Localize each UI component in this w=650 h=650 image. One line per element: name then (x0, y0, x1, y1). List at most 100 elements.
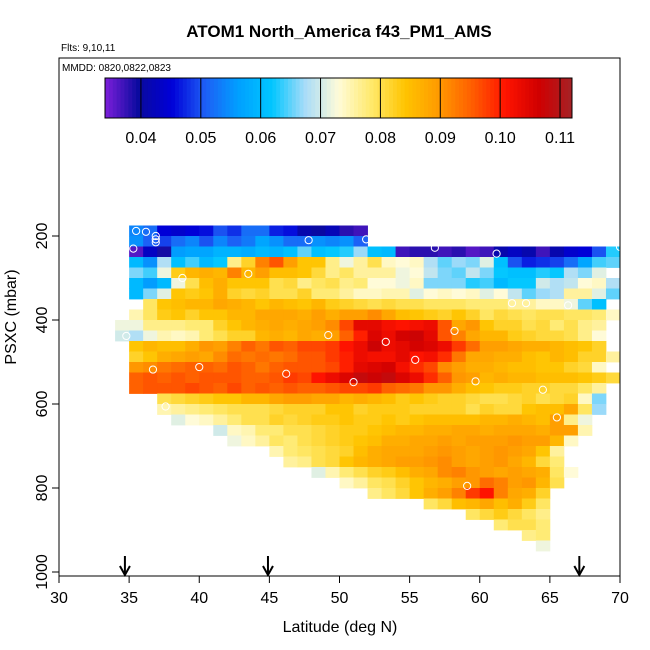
heatmap-cell (563, 267, 579, 279)
heatmap-cell (507, 435, 523, 447)
flights-label: Flts: 9,10,11 (61, 43, 116, 54)
colorbar-segment (408, 78, 413, 118)
heatmap-cell (381, 372, 396, 384)
y-tick-label: 400 (34, 307, 51, 334)
heatmap-cell (129, 278, 144, 289)
heatmap-cell (465, 425, 481, 436)
heatmap-cell (395, 477, 411, 489)
heatmap-cell (297, 456, 312, 468)
heatmap-cell (199, 309, 214, 321)
heatmap-cell (521, 456, 537, 468)
colorbar-segment (463, 78, 468, 118)
colorbar-segment (284, 78, 289, 118)
heatmap-cell (325, 393, 340, 405)
heatmap-cell (367, 288, 382, 300)
heatmap-cell (507, 477, 523, 489)
heatmap-cell (563, 383, 579, 394)
heatmap-cell (451, 498, 467, 510)
x-tick-label: 45 (260, 590, 278, 607)
heatmap-cell (367, 372, 382, 384)
heatmap-cell (325, 278, 340, 289)
sample-circle (349, 378, 358, 387)
heatmap-cell (143, 320, 158, 331)
y-tick-label: 800 (34, 475, 51, 502)
x-tick-label: 60 (471, 590, 489, 607)
heatmap-cell (437, 414, 453, 426)
heatmap-cell (465, 372, 481, 384)
heatmap-cell (297, 309, 312, 321)
colorbar-segment (311, 78, 316, 118)
heatmap-cell (199, 341, 214, 352)
heatmap-cell (409, 288, 425, 300)
heatmap-cell (241, 236, 256, 247)
heatmap-cell (563, 330, 579, 342)
heatmap-cell (521, 498, 537, 510)
heatmap-cell (423, 257, 439, 268)
heatmap-cell (577, 404, 593, 415)
heatmap-cell (339, 320, 354, 331)
heatmap-cell (255, 236, 270, 247)
dates-label: MMDD: 0820,0822,0823 (62, 63, 171, 74)
heatmap-cell (521, 246, 537, 258)
heatmap-cell (353, 467, 368, 478)
heatmap-cell (451, 299, 467, 310)
heatmap-cell (451, 288, 467, 300)
heatmap-cell (129, 320, 144, 331)
heatmap-cell (339, 383, 354, 394)
heatmap-cell (157, 330, 172, 342)
heatmap-cell (549, 393, 565, 405)
heatmap-cell (157, 383, 172, 394)
heatmap-cell (563, 278, 579, 289)
heatmap-cell (549, 456, 565, 468)
heatmap-cell (227, 330, 242, 342)
heatmap-cell (409, 383, 425, 394)
heatmap-cell (367, 257, 382, 268)
heatmap-cell (227, 309, 242, 321)
x-tick-label: 65 (541, 590, 559, 607)
heatmap-cell (297, 267, 312, 279)
heatmap-cell (157, 299, 172, 310)
heatmap-cell (367, 246, 382, 258)
heatmap-cell (325, 257, 340, 268)
heatmap-cell (451, 330, 467, 342)
heatmap-cell (535, 330, 551, 342)
heatmap-cell (213, 425, 228, 436)
heatmap-cell (521, 288, 537, 300)
heatmap-cell (325, 320, 340, 331)
heatmap-cell (381, 414, 396, 426)
heatmap-cell (591, 278, 607, 289)
heatmap-cell (185, 341, 200, 352)
heatmap-cell (311, 225, 326, 237)
heatmap-cell (367, 278, 382, 289)
heatmap-cell (423, 456, 439, 468)
heatmap-cell (255, 330, 270, 342)
heatmap-cell (409, 278, 425, 289)
heatmap-cell (241, 267, 256, 279)
heatmap-cell (381, 246, 396, 258)
heatmap-cell (367, 467, 382, 478)
heatmap-cell (283, 246, 298, 258)
heatmap-cell (311, 246, 326, 258)
heatmap-cell (535, 519, 551, 531)
heatmap-cell (269, 330, 284, 342)
heatmap-cell (171, 341, 186, 352)
heatmap-cell (129, 309, 144, 321)
heatmap-cell (381, 404, 396, 415)
heatmap-cell (465, 393, 481, 405)
heatmap-cell (605, 278, 621, 289)
heatmap-cell (465, 414, 481, 426)
heatmap-cell (367, 425, 382, 436)
heatmap-cell (451, 383, 467, 394)
heatmap-cell (255, 393, 270, 405)
heatmap-cell (129, 351, 144, 363)
colorbar-segment (482, 78, 487, 118)
heatmap-cell (367, 488, 382, 499)
heatmap-cell (577, 393, 593, 405)
colorbar-segment (155, 78, 160, 118)
heatmap-cell (283, 309, 298, 321)
y-axis: 200 400 600 800 1000 (34, 223, 59, 590)
colorbar-segment (252, 78, 258, 118)
heatmap-cell (129, 383, 144, 394)
heatmap-cell (423, 404, 439, 415)
heatmap-cell (479, 509, 495, 520)
